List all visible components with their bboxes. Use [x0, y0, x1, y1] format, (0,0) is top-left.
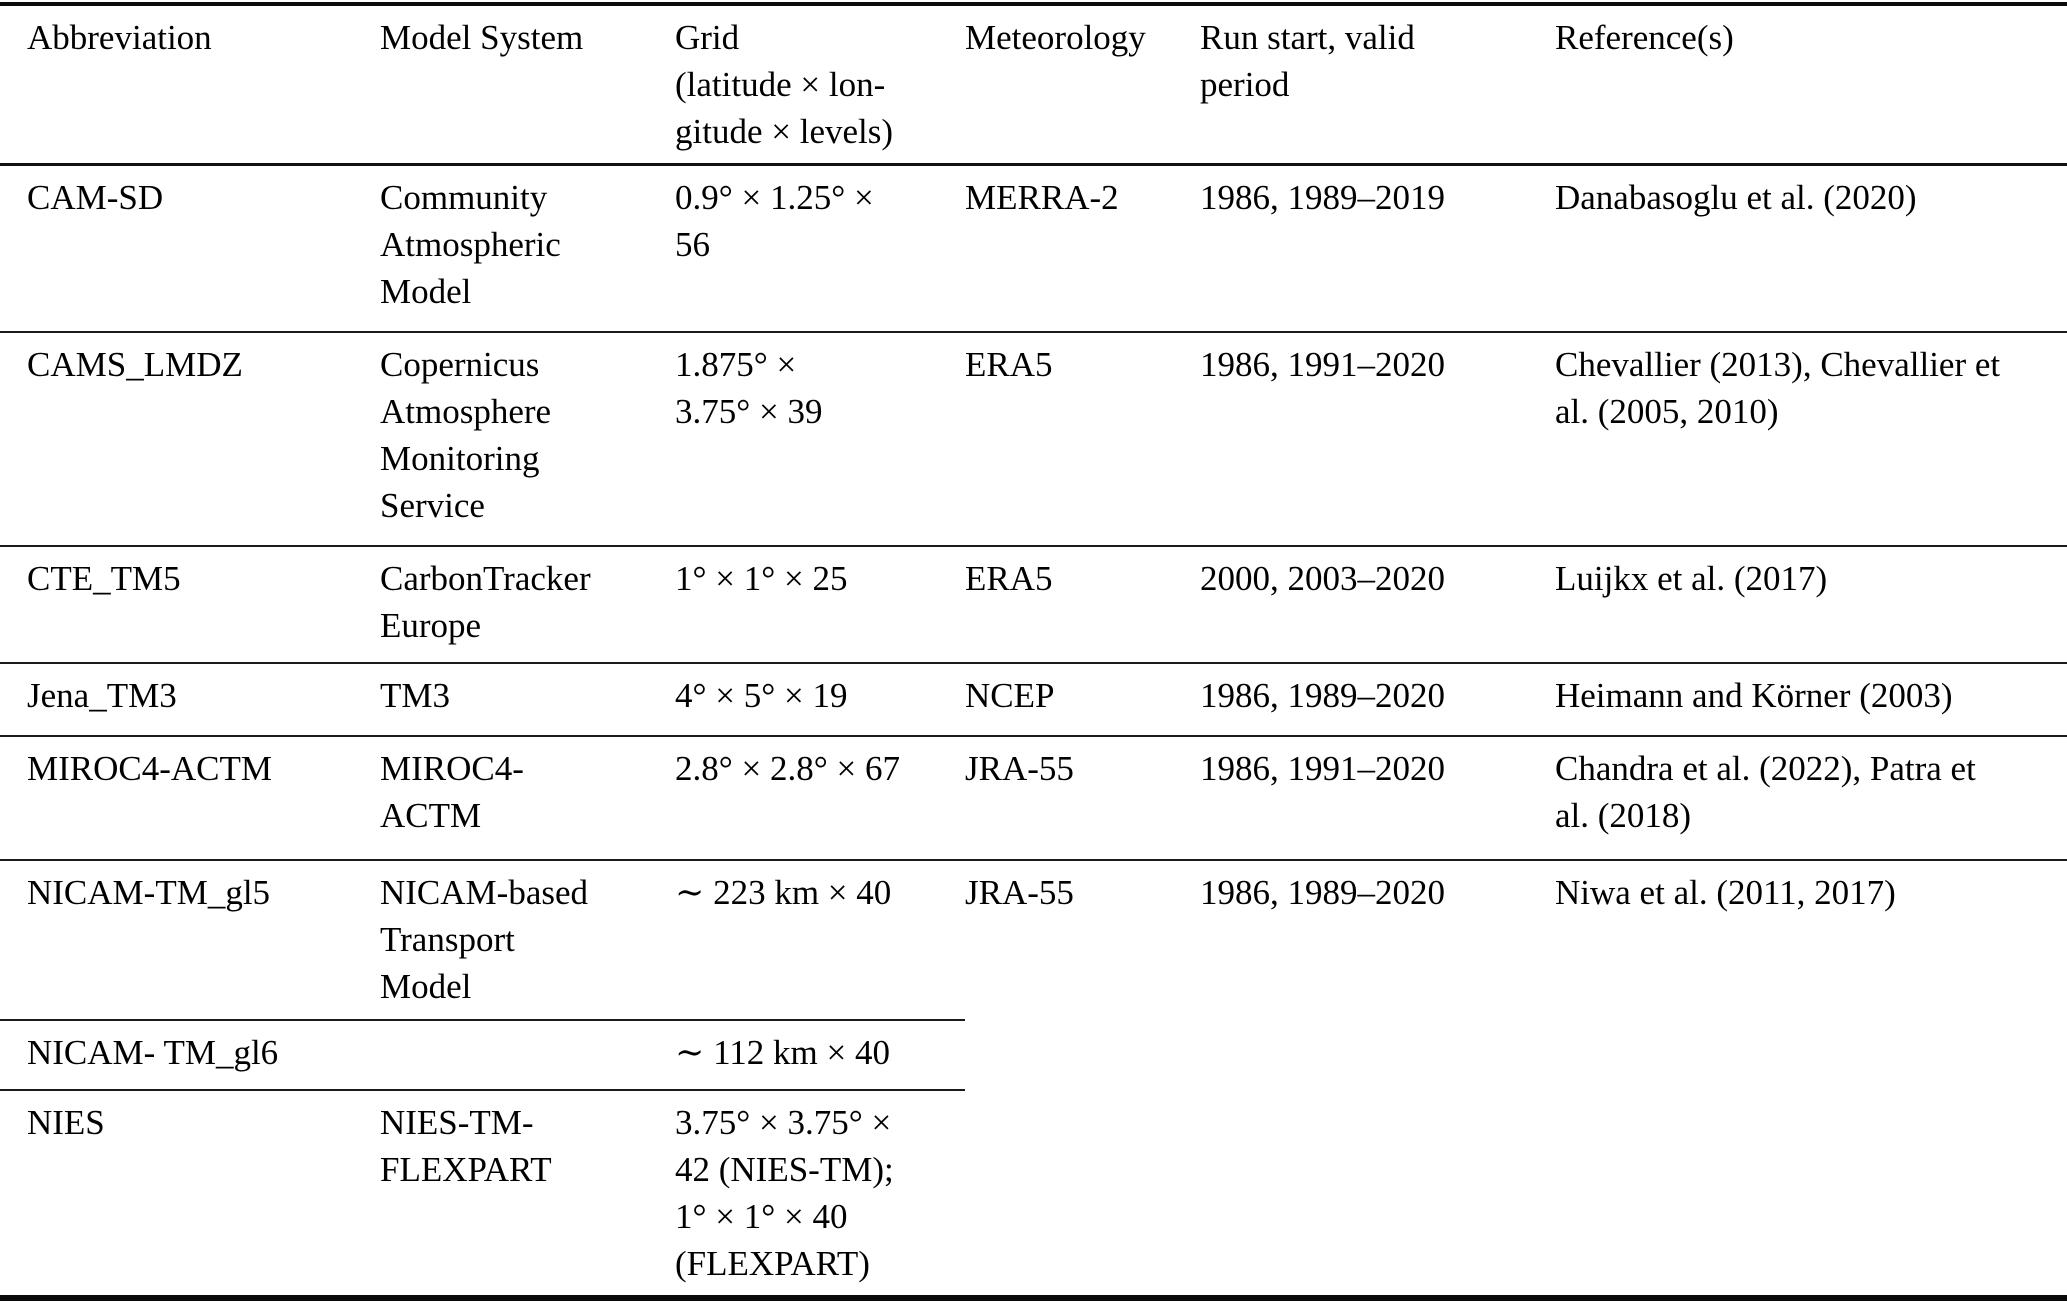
table-row-nicam-tm-gl5: NICAM-TM_gl5 NICAM-based Transport Model…: [0, 859, 2067, 1021]
cell-abbreviation: NICAM- TM_gl6: [0, 1019, 380, 1091]
cell-grid: 2.8° × 2.8° × 67: [675, 735, 965, 861]
table-row-jena-tm3: Jena_TM3 TM3 4° × 5° × 19 NCEP 1986, 198…: [0, 662, 2067, 737]
header-meteorology: Meteorology: [965, 4, 1200, 166]
cell-grid: 3.75° × 3.75° × 42 (NIES-TM); 1° × 1° × …: [675, 1102, 894, 1283]
cell-run-period: 1986, 1991–2020: [1200, 331, 1555, 547]
cell-meteorology-merged: JRA-55: [965, 872, 1074, 912]
table-row-cams-lmdz: CAMS_LMDZ Copernicus Atmosphere Monitori…: [0, 331, 2067, 547]
header-run-period: Run start, valid period: [1200, 4, 1555, 166]
cell-meteorology: ERA5: [965, 545, 1200, 664]
header-abbreviation: Abbreviation: [0, 4, 380, 166]
cell-references: Heimann and Körner (2003): [1555, 662, 2067, 737]
cell-run-period: 1986, 1989–2020: [1200, 662, 1555, 737]
cell-run-period-merged: 1986, 1989–2020: [1200, 872, 1445, 912]
cell-model-system: [380, 1019, 675, 1091]
cell-references: Chevallier (2013), Chevallier et al. (20…: [1555, 331, 2067, 547]
cell-abbreviation: NIES: [27, 1102, 105, 1142]
cell-references: Danabasoglu et al. (2020): [1555, 164, 2067, 333]
cell-abbreviation: NICAM-TM_gl5: [0, 859, 380, 1021]
cell-references: Luijkx et al. (2017): [1555, 545, 2067, 664]
cell-grid: 0.9° × 1.25° × 56: [675, 164, 965, 333]
cell-model-system: MIROC4- ACTM: [380, 735, 675, 861]
table-row-cam-sd: CAM-SD Community Atmospheric Model 0.9° …: [0, 164, 2067, 333]
table-row-cte-tm5: CTE_TM5 CarbonTracker Europe 1° × 1° × 2…: [0, 545, 2067, 664]
cell-abbreviation: CAMS_LMDZ: [0, 331, 380, 547]
cell-grid: 4° × 5° × 19: [675, 662, 965, 737]
cell-model-system: NICAM-based Transport Model: [380, 859, 675, 1021]
header-references: Reference(s): [1555, 4, 2067, 166]
cell-model-system: Community Atmospheric Model: [380, 164, 675, 333]
cell-grid: 1° × 1° × 25: [675, 545, 965, 664]
cell-grid: ∼ 112 km × 40: [675, 1019, 965, 1091]
cell-model-system: CarbonTracker Europe: [380, 545, 675, 664]
cell-abbreviation: Jena_TM3: [0, 662, 380, 737]
cell-meteorology: NCEP: [965, 662, 1200, 737]
cell-run-period: 1986, 1991–2020: [1200, 735, 1555, 861]
table-row-nicam-tm-gl6: NICAM- TM_gl6 ∼ 112 km × 40: [0, 1019, 2067, 1091]
cell-references-merged: Niwa et al. (2011, 2017): [1555, 872, 1896, 912]
table-row-nies: NIES NIES-TM- FLEXPART 3.75° × 3.75° × 4…: [0, 1090, 2067, 1298]
cell-meteorology: ERA5: [965, 331, 1200, 547]
cell-references: Chandra et al. (2022), Patra et al. (201…: [1555, 735, 2067, 861]
cell-run-period: 2000, 2003–2020: [1200, 545, 1555, 664]
cell-model-system: TM3: [380, 662, 675, 737]
header-grid: Grid (latitude × lon- gitude × levels): [675, 4, 965, 166]
cell-model-system: Copernicus Atmosphere Monitoring Service: [380, 331, 675, 547]
cell-abbreviation: MIROC4-ACTM: [0, 735, 380, 861]
cell-meteorology: JRA-55: [965, 735, 1200, 861]
cell-abbreviation: CTE_TM5: [0, 545, 380, 664]
header-row: Abbreviation Model System Grid (latitude…: [0, 4, 2067, 166]
cell-grid: ∼ 223 km × 40: [675, 859, 965, 1021]
header-model-system: Model System: [380, 4, 675, 166]
cell-abbreviation: CAM-SD: [0, 164, 380, 333]
table-row-miroc4-actm: MIROC4-ACTM MIROC4- ACTM 2.8° × 2.8° × 6…: [0, 735, 2067, 861]
cell-meteorology: MERRA-2: [965, 164, 1200, 333]
cell-grid: 1.875° × 3.75° × 39: [675, 331, 965, 547]
cell-run-period: 1986, 1989–2019: [1200, 164, 1555, 333]
cell-model-system: NIES-TM- FLEXPART: [380, 1102, 552, 1189]
